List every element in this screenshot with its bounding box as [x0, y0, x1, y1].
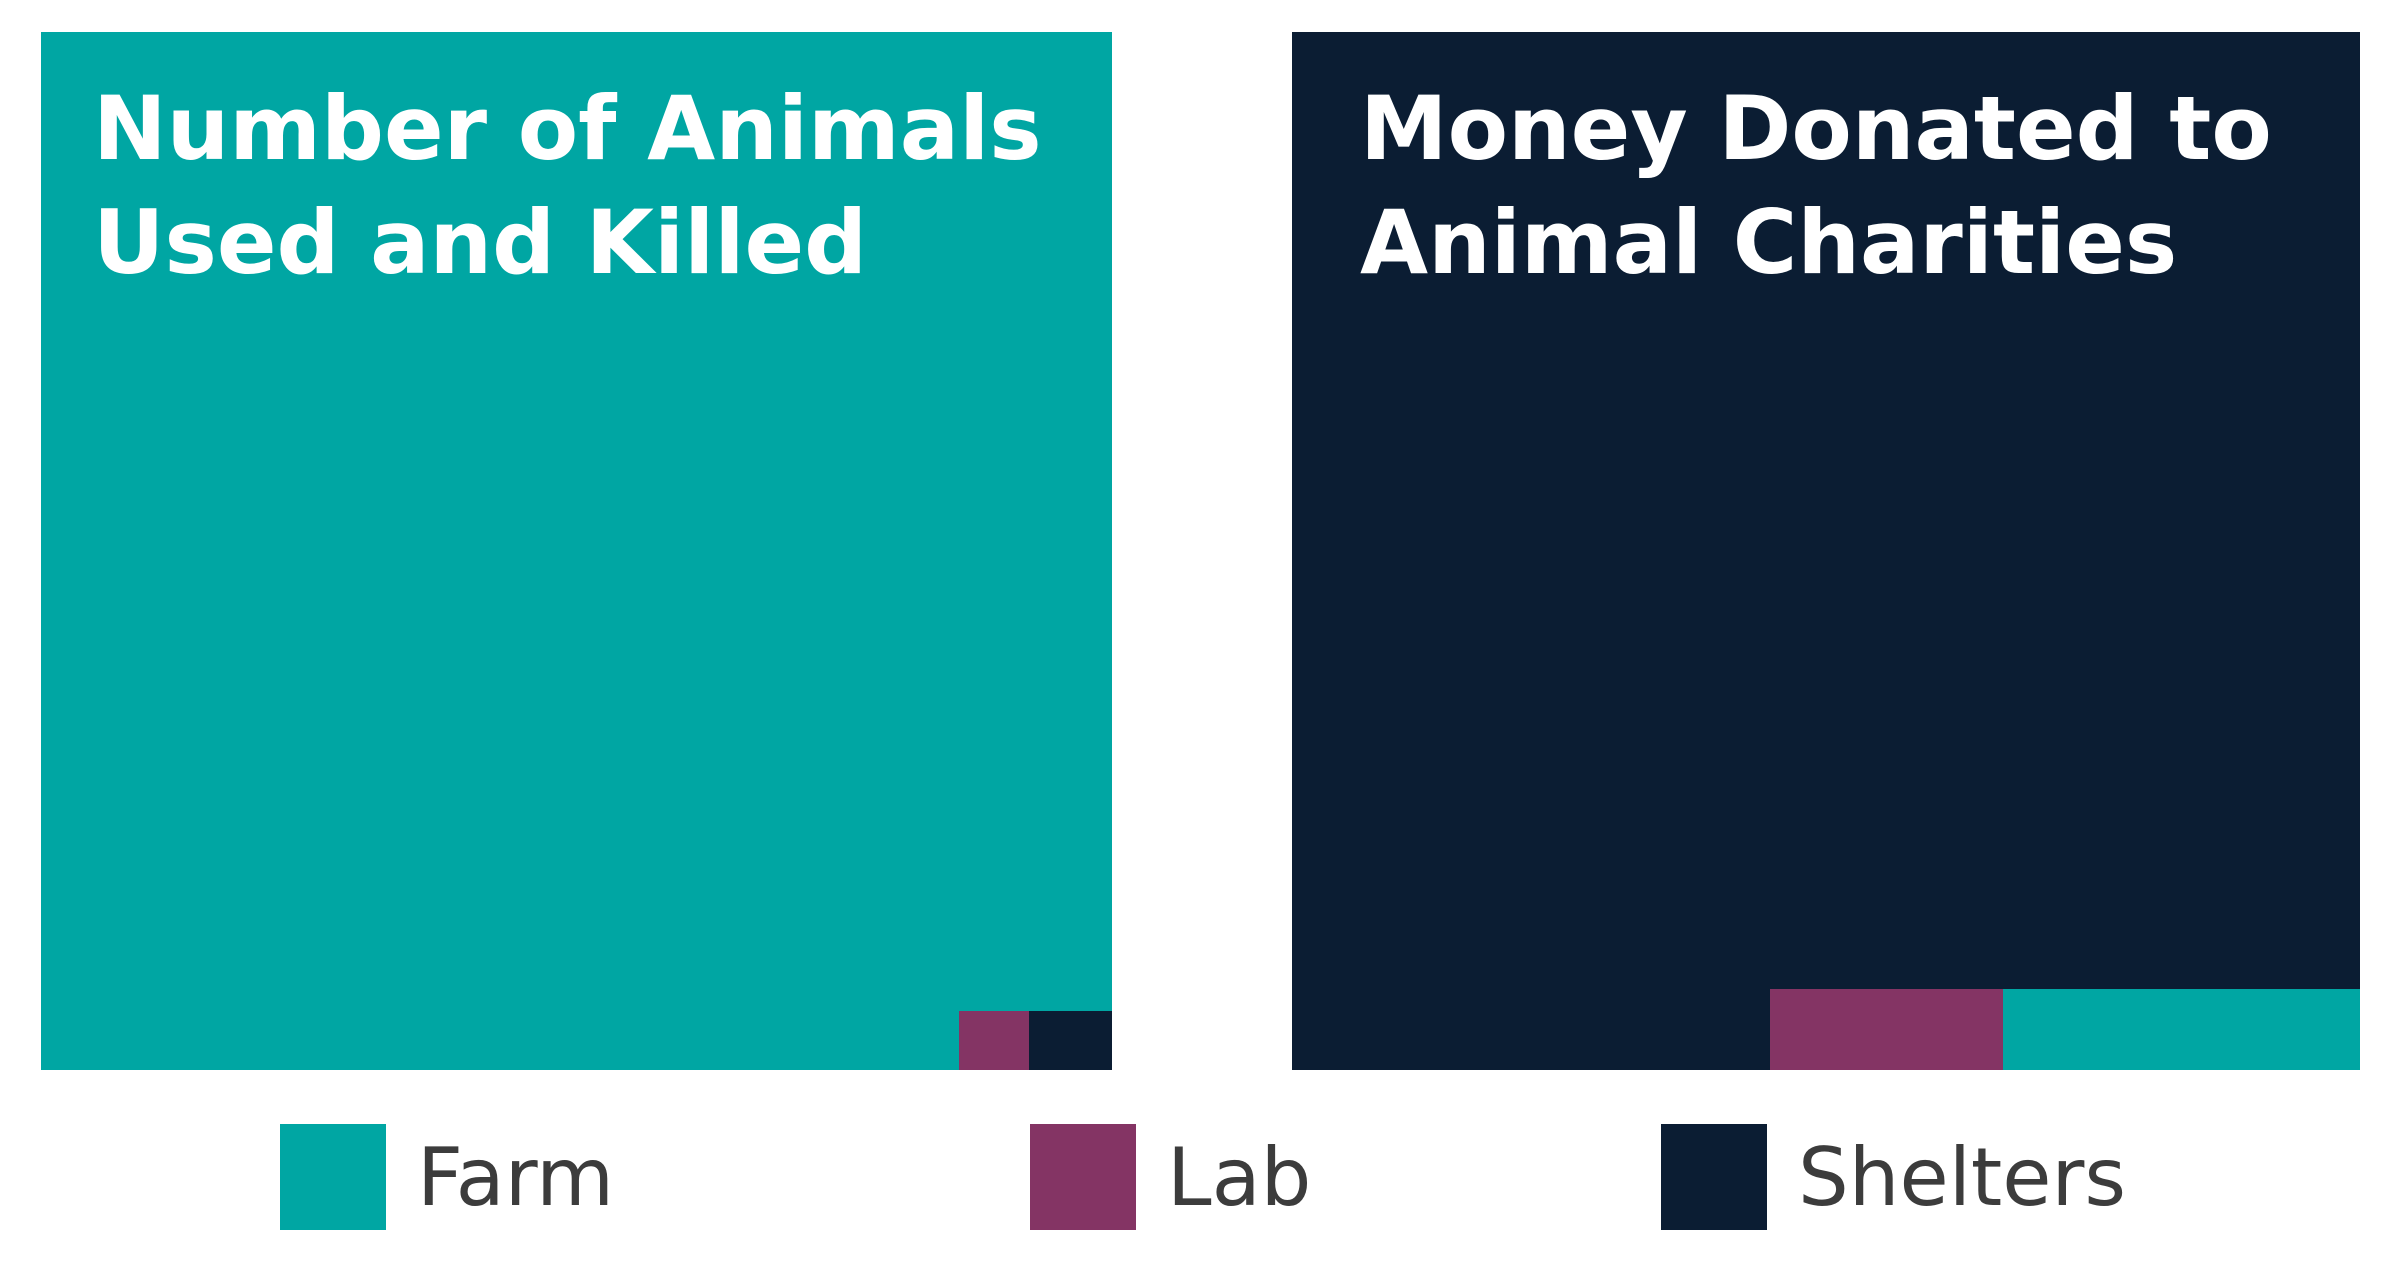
legend-label-lab: Lab — [1167, 1131, 1312, 1224]
animals-chart-title: Number of Animals Used and Killed — [93, 77, 1042, 294]
farm-segment-animals — [41, 32, 1112, 1070]
shelters-segment-donations — [1292, 32, 2360, 1070]
legend-swatch-lab — [1030, 1124, 1136, 1230]
legend: Farm Lab Shelters — [0, 1124, 2401, 1232]
animals-treemap-panel: Number of Animals Used and Killed — [41, 32, 1112, 1070]
lab-segment-donations — [1770, 989, 2004, 1070]
lab-segment-animals — [958, 1011, 1029, 1070]
legend-label-shelters: Shelters — [1798, 1131, 2127, 1224]
legend-swatch-shelters — [1661, 1124, 1767, 1230]
donations-treemap-panel: Money Donated to Animal Charities — [1292, 32, 2360, 1070]
shelters-segment-animals — [1028, 1011, 1112, 1070]
donations-chart-title: Money Donated to Animal Charities — [1360, 77, 2272, 294]
farm-segment-donations — [2003, 989, 2360, 1070]
legend-swatch-farm — [280, 1124, 386, 1230]
legend-label-farm: Farm — [417, 1131, 615, 1224]
